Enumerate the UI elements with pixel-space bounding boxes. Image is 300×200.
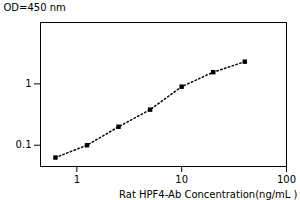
svg-text:Rat HPF4-Ab Concentration(ng/m: Rat HPF4-Ab Concentration(ng/mL )	[119, 189, 298, 200]
svg-text:100: 100	[277, 174, 296, 185]
svg-text:0.1: 0.1	[16, 139, 32, 150]
svg-text:1: 1	[25, 78, 31, 89]
svg-text:OD=450 nm: OD=450 nm	[4, 2, 66, 13]
svg-text:1: 1	[74, 174, 80, 185]
svg-text:10: 10	[175, 174, 188, 185]
